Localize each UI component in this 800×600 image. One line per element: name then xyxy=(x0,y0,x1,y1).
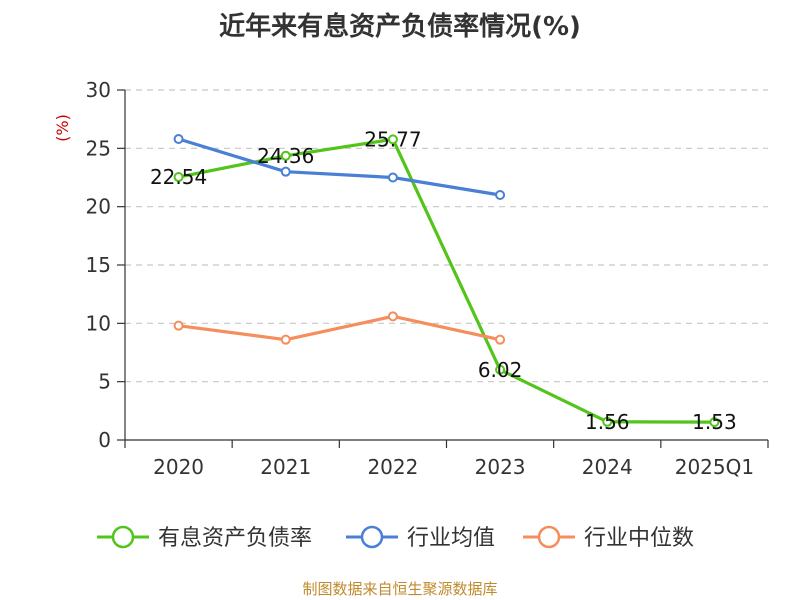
axes: 0 5 10 15 20 25 30 2020 2021 2022 2023 2024 2025Q1 (%… xyxy=(53,78,769,479)
data-point xyxy=(280,150,291,161)
y-tick-label: 30 xyxy=(86,78,111,102)
x-tick-label: 2021 xyxy=(260,455,311,479)
series-line-2 xyxy=(178,314,501,342)
legend-swatch-marker xyxy=(111,525,135,549)
data-point xyxy=(602,416,613,427)
chart-title: 近年来有息资产负债率情况(%) xyxy=(219,12,581,42)
gridlines xyxy=(125,89,768,383)
data-point xyxy=(495,364,506,375)
data-point xyxy=(173,172,184,183)
legend: 有息资产负债率 行业均值 行业中位数 xyxy=(97,525,694,551)
series-line-1 xyxy=(178,137,501,197)
data-point xyxy=(387,134,398,145)
y-tick-label: 10 xyxy=(86,311,111,335)
data-point xyxy=(495,190,506,200)
source-note: 制图数据来自恒生聚源数据库 xyxy=(302,580,498,598)
series-lines xyxy=(173,134,720,428)
y-tick-label: 25 xyxy=(86,136,111,160)
series-line-0 xyxy=(178,137,715,424)
data-labels: 22.54 24.36 25.77 6.02 1.56 1.53 xyxy=(150,127,737,434)
data-label: 22.54 xyxy=(150,165,207,189)
data-label: 6.02 xyxy=(478,358,523,382)
data-label: 25.77 xyxy=(364,127,421,151)
data-point xyxy=(173,320,184,331)
y-tick-label: 15 xyxy=(86,253,111,277)
data-point xyxy=(280,334,291,345)
data-point xyxy=(173,134,184,144)
data-label: 1.56 xyxy=(585,410,630,434)
x-tick-label: 2020 xyxy=(153,455,204,479)
x-tick-label: 2022 xyxy=(367,455,418,479)
legend-label: 行业均值 xyxy=(407,526,495,551)
data-label: 24.36 xyxy=(257,144,314,168)
y-tick-label: 20 xyxy=(86,195,111,219)
x-tick-label: 2025Q1 xyxy=(675,455,754,479)
data-point xyxy=(709,417,720,428)
y-axis-label: (%) xyxy=(53,114,72,142)
legend-label: 有息资产负债率 xyxy=(158,526,312,551)
data-point xyxy=(387,311,398,322)
legend-label: 行业中位数 xyxy=(584,526,694,551)
x-tick-label: 2024 xyxy=(582,455,633,479)
data-point xyxy=(495,334,506,345)
data-point xyxy=(280,166,291,177)
y-tick-label: 0 xyxy=(98,428,111,452)
data-label: 1.53 xyxy=(692,410,737,434)
y-tick-label: 5 xyxy=(98,370,111,394)
legend-swatch-marker xyxy=(537,525,561,549)
x-tick-label: 2023 xyxy=(475,455,526,479)
data-point xyxy=(387,172,398,183)
legend-swatch-marker xyxy=(360,525,384,549)
